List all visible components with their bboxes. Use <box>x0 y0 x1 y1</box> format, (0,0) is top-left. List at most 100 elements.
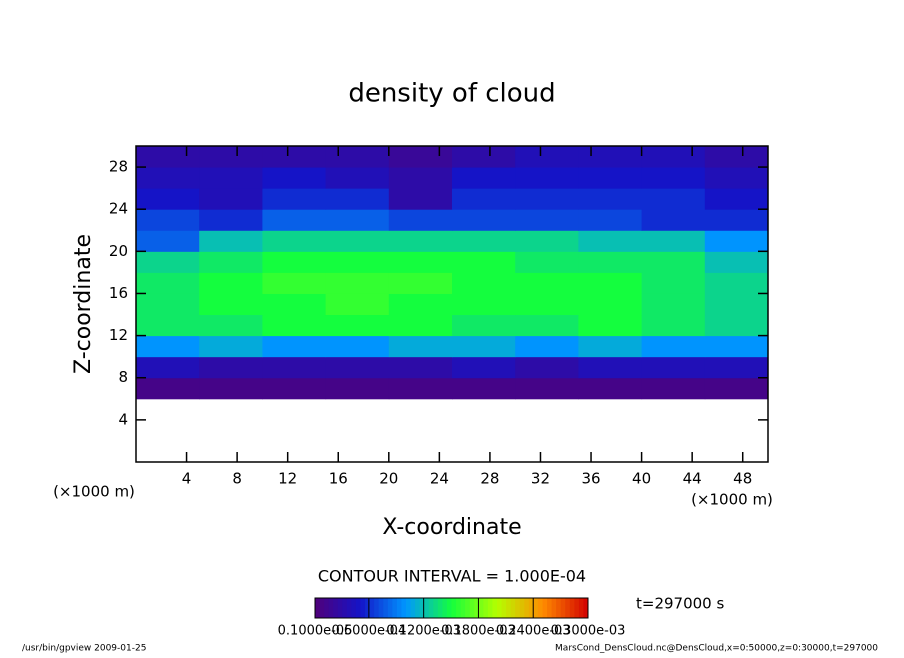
heatmap-cell <box>199 314 263 337</box>
heatmap-cell <box>199 167 263 189</box>
heatmap-cell <box>452 209 516 231</box>
colorbar-segment <box>519 598 525 618</box>
heatmap-cell <box>452 146 516 168</box>
heatmap-cell <box>136 356 200 379</box>
heatmap-cell <box>515 314 579 337</box>
heatmap-cell <box>388 188 453 210</box>
heatmap-cell <box>578 146 643 168</box>
heatmap-cell <box>136 209 200 231</box>
heatmap-cell <box>262 293 327 316</box>
colorbar-segment <box>524 598 530 618</box>
heatmap-cell <box>262 314 327 337</box>
heatmap-cell <box>325 230 390 252</box>
y-tick-label: 8 <box>118 368 128 386</box>
x-tick-label: 36 <box>581 470 600 488</box>
heatmap-cell <box>704 293 769 316</box>
colorbar-segment <box>569 598 575 618</box>
x-tick-label: 12 <box>278 470 297 488</box>
heatmap-cell <box>388 314 453 337</box>
colorbar-segment <box>578 598 584 618</box>
heatmap-cell <box>199 230 263 252</box>
heatmap-cell <box>641 335 706 358</box>
heatmap-cell <box>515 209 579 231</box>
colorbar-segment <box>442 598 448 618</box>
heatmap-cell <box>641 230 706 252</box>
heatmap-cell <box>578 356 643 379</box>
x-tick-label: 28 <box>480 470 499 488</box>
heatmap-cell <box>452 188 516 210</box>
heatmap-cell <box>641 314 706 337</box>
heatmap-cell <box>704 335 769 358</box>
heatmap-cell <box>704 272 769 294</box>
colorbar-segment <box>415 598 421 618</box>
heatmap-cell <box>452 377 516 400</box>
heatmap-cell <box>452 356 516 379</box>
heatmap-cell <box>578 314 643 337</box>
heatmap-cell <box>388 377 453 400</box>
colorbar-segment <box>446 598 452 618</box>
heatmap-cell <box>325 251 390 273</box>
colorbar-segment <box>456 598 462 618</box>
heatmap-cell <box>325 293 390 316</box>
colorbar-segment <box>551 598 557 618</box>
colorbar-segment <box>465 598 471 618</box>
heatmap-cell <box>641 188 706 210</box>
heatmap-cell <box>388 293 453 316</box>
heatmap-cell <box>325 146 390 168</box>
heatmap-cell <box>136 335 200 358</box>
heatmap-cell <box>452 167 516 189</box>
heatmap-cell <box>578 209 643 231</box>
x-tick-label: 40 <box>632 470 651 488</box>
heatmap-cell <box>325 314 390 337</box>
colorbar-segment <box>342 598 348 618</box>
colorbar-segment <box>351 598 357 618</box>
heatmap-cell <box>641 356 706 379</box>
colorbar-segment <box>515 598 521 618</box>
x-tick-label: 48 <box>733 470 752 488</box>
colorbar-segment <box>547 598 553 618</box>
heatmap-cell <box>136 293 200 316</box>
colorbar-segment <box>583 598 589 618</box>
colorbar-tick-label: 0.1800e-03 <box>441 624 516 639</box>
heatmap-cell <box>704 146 769 168</box>
colorbar-tick-label: 0.1200e-03 <box>386 624 461 639</box>
heatmap-cell <box>199 146 263 168</box>
heatmap-cell <box>262 377 327 400</box>
heatmap-cell <box>388 146 453 168</box>
colorbar-segment <box>510 598 516 618</box>
x-tick-label: 8 <box>232 470 242 488</box>
heatmap-cell <box>578 167 643 189</box>
heatmap-cell <box>704 167 769 189</box>
colorbar-segment <box>333 598 339 618</box>
heatmap-cell <box>578 230 643 252</box>
colorbar-segment <box>419 598 425 618</box>
colorbar-segment <box>565 598 571 618</box>
colorbar-segment <box>492 598 498 618</box>
heatmap-cell <box>578 335 643 358</box>
heatmap-cell <box>325 167 390 189</box>
colorbar-segment <box>355 598 361 618</box>
y-tick-label: 12 <box>109 326 128 344</box>
heatmap-cell <box>452 230 516 252</box>
colorbar-segment <box>560 598 566 618</box>
heatmap-cell <box>641 293 706 316</box>
colorbar-segment <box>460 598 466 618</box>
colorbar-segment <box>315 598 321 618</box>
colorbar-segment <box>533 598 539 618</box>
colorbar-segment <box>346 598 352 618</box>
heatmap-cell <box>515 356 579 379</box>
heatmap-cell <box>578 188 643 210</box>
footer-right: MarsCond_DensCloud.nc@DensCloud,x=0:5000… <box>555 644 878 654</box>
heatmap-cell <box>452 293 516 316</box>
heatmap-cell <box>704 314 769 337</box>
heatmap-cell <box>578 293 643 316</box>
heatmap-cell <box>199 335 263 358</box>
heatmap-cell <box>704 209 769 231</box>
heatmap-cell <box>515 188 579 210</box>
heatmap-cell <box>515 230 579 252</box>
x-tick-label: 4 <box>182 470 192 488</box>
heatmap-cell <box>325 272 390 294</box>
colorbar-segment <box>424 598 430 618</box>
heatmap-cell <box>452 251 516 273</box>
heatmap-cell <box>262 188 327 210</box>
